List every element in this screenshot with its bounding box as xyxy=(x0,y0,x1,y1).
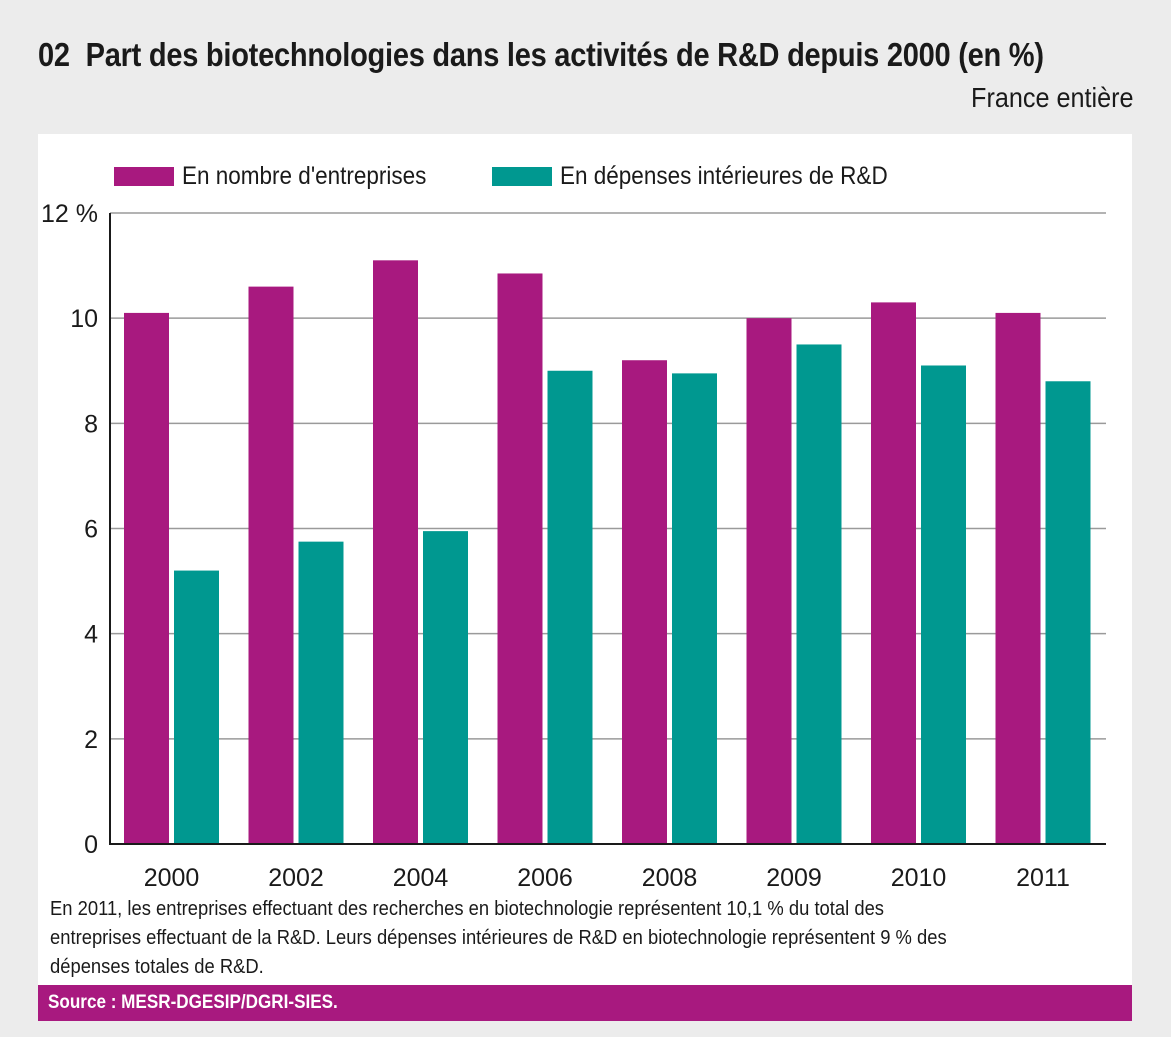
source-bar: Source : MESR-DGESIP/DGRI-SIES. xyxy=(38,985,1132,1021)
bar-entreprises-2008 xyxy=(622,360,667,844)
x-tick-label-2000: 2000 xyxy=(144,864,200,892)
bar-entreprises-2011 xyxy=(995,312,1041,844)
bar-depenses-2004 xyxy=(423,531,468,844)
x-tick-label-2011: 2011 xyxy=(1016,864,1070,892)
bar-depenses-2006 xyxy=(547,370,593,844)
bar-chart: 0 2 4 6 8 10 12 % 2000 2002 2004 2006 2008 2009 2010 2… xyxy=(41,200,1106,892)
bar-depenses-2002 xyxy=(298,541,344,844)
legend-swatch-depenses xyxy=(492,167,552,186)
legend-item-depenses: En dépenses intérieures de R&D xyxy=(492,162,924,191)
y-tick-label-4: 4 xyxy=(84,621,98,649)
chart-title-text: Part des biotechnologies dans les activi… xyxy=(85,36,1044,73)
bar-entreprises-2006 xyxy=(497,273,543,844)
y-tick-label-2: 2 xyxy=(84,726,98,754)
x-tick-label-2004: 2004 xyxy=(393,864,449,892)
chart-subtitle: France entière xyxy=(971,82,1134,113)
y-tick-label-10: 10 xyxy=(70,305,98,333)
x-tick-label-2009: 2009 xyxy=(766,864,822,892)
legend-swatch-entreprises xyxy=(114,167,174,186)
x-tick-label-2008: 2008 xyxy=(642,864,698,892)
bar-entreprises-2000 xyxy=(124,312,169,844)
y-tick-label-8: 8 xyxy=(84,410,98,438)
chart-number: 02 xyxy=(38,36,70,73)
source-text: Source : MESR-DGESIP/DGRI-SIES. xyxy=(48,992,338,1013)
legend-label-entreprises: En nombre d'entreprises xyxy=(182,162,427,190)
bar-entreprises-2010 xyxy=(871,302,916,844)
legend-label-depenses: En dépenses intérieures de R&D xyxy=(560,162,888,190)
chart-note: En 2011, les entreprises effectuant des … xyxy=(50,898,947,978)
bar-entreprises-2009 xyxy=(746,318,792,845)
y-tick-label-12: 12 % xyxy=(41,200,98,228)
x-tick-label-2002: 2002 xyxy=(268,864,324,892)
y-tick-label-6: 6 xyxy=(84,516,98,544)
legend-item-entreprises: En nombre d'entreprises xyxy=(114,162,454,191)
bar-depenses-2009 xyxy=(796,344,842,844)
bar-entreprises-2004 xyxy=(373,260,418,844)
bar-depenses-2000 xyxy=(174,570,219,844)
y-tick-label-0: 0 xyxy=(84,831,98,859)
bar-depenses-2008 xyxy=(672,373,717,844)
bar-depenses-2011 xyxy=(1045,381,1091,844)
bar-depenses-2010 xyxy=(921,365,966,844)
x-tick-label-2010: 2010 xyxy=(891,864,947,892)
chart-title: 02 Part des biotechnologies dans les acti… xyxy=(38,36,1044,74)
bar-entreprises-2002 xyxy=(248,286,294,844)
x-tick-label-2006: 2006 xyxy=(517,864,573,892)
